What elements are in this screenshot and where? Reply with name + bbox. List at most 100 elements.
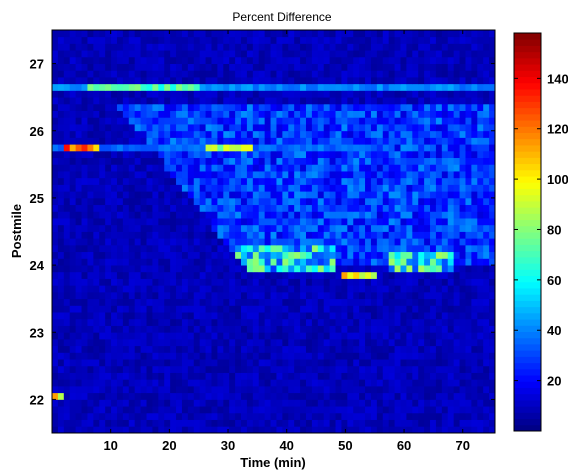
heatmap-cell — [276, 103, 283, 111]
heatmap-cell — [329, 164, 336, 172]
heatmap-cell — [341, 177, 348, 185]
heatmap-cell — [146, 83, 153, 91]
heatmap-cell — [241, 372, 248, 380]
heatmap-cell — [134, 265, 141, 273]
heatmap-cell — [111, 365, 118, 373]
heatmap-cell — [359, 298, 366, 306]
heatmap-cell — [329, 392, 336, 400]
heatmap-cell — [93, 137, 100, 145]
heatmap-cell — [146, 238, 153, 246]
heatmap-cell — [483, 43, 490, 51]
heatmap-cell — [205, 312, 212, 320]
heatmap-cell — [176, 385, 183, 394]
heatmap-cell — [465, 385, 472, 394]
heatmap-cell — [347, 137, 354, 145]
heatmap-cell — [483, 103, 490, 111]
heatmap-cell — [459, 171, 466, 179]
heatmap-cell — [447, 258, 455, 266]
heatmap-cell — [99, 271, 106, 279]
heatmap-cell — [99, 191, 106, 199]
heatmap-cell — [81, 117, 88, 125]
heatmap-cell — [394, 298, 401, 306]
colorbar-segment — [514, 412, 541, 420]
heatmap-cell — [152, 103, 159, 111]
heatmap-cell — [394, 406, 401, 414]
heatmap-cell — [193, 419, 201, 427]
heatmap-cell — [152, 406, 159, 414]
heatmap-cell — [459, 83, 466, 91]
heatmap-cell — [424, 392, 431, 400]
heatmap-cell — [134, 184, 141, 192]
heatmap-cell — [453, 157, 460, 165]
heatmap-cell — [258, 251, 266, 259]
heatmap-cell — [99, 110, 106, 118]
heatmap-cell — [382, 426, 390, 434]
heatmap-cell — [235, 265, 242, 273]
heatmap-cell — [323, 359, 331, 367]
heatmap-cell — [152, 338, 159, 347]
heatmap-cell — [376, 197, 384, 206]
heatmap-cell — [217, 372, 224, 380]
heatmap-cell — [435, 325, 443, 333]
heatmap-cell — [122, 419, 130, 427]
heatmap-cell — [69, 191, 77, 199]
heatmap-cell — [489, 258, 496, 266]
heatmap-cell — [477, 238, 484, 246]
heatmap-cell — [199, 318, 206, 326]
heatmap-cell — [164, 218, 171, 226]
heatmap-cell — [99, 177, 106, 185]
heatmap-cell — [424, 385, 431, 394]
heatmap-cell — [288, 244, 295, 253]
heatmap-cell — [116, 171, 124, 179]
heatmap-cell — [317, 171, 325, 179]
heatmap-cell — [341, 144, 348, 152]
heatmap-cell — [412, 197, 419, 206]
heatmap-cell — [199, 110, 206, 118]
heatmap-cell — [489, 298, 496, 306]
heatmap-cell — [276, 318, 283, 326]
heatmap-cell — [223, 244, 230, 253]
heatmap-cell — [400, 238, 407, 246]
heatmap-cell — [87, 426, 94, 434]
heatmap-cell — [483, 231, 490, 239]
heatmap-cell — [323, 406, 331, 414]
heatmap-cell — [353, 191, 360, 199]
heatmap-cell — [359, 150, 366, 159]
heatmap-cell — [140, 385, 147, 394]
colorbar-segment — [514, 213, 541, 221]
heatmap-cell — [359, 77, 366, 85]
heatmap-cell — [418, 325, 425, 333]
heatmap-cell — [483, 291, 490, 300]
heatmap-cell — [146, 30, 153, 38]
heatmap-cell — [128, 258, 136, 266]
heatmap-cell — [217, 278, 224, 286]
heatmap-cell — [140, 103, 147, 111]
heatmap-cell — [134, 231, 141, 239]
heatmap-cell — [471, 231, 478, 239]
heatmap-cell — [105, 392, 112, 400]
heatmap-cell — [341, 137, 348, 145]
heatmap-cell — [187, 43, 195, 51]
heatmap-cell — [477, 50, 484, 58]
heatmap-cell — [489, 191, 496, 199]
heatmap-cell — [430, 325, 437, 333]
heatmap-cell — [311, 164, 319, 172]
heatmap-cell — [483, 70, 490, 78]
heatmap-cell — [323, 110, 331, 118]
heatmap-cell — [223, 231, 230, 239]
heatmap-cell — [187, 124, 195, 132]
heatmap-cell — [489, 184, 496, 192]
heatmap-cell — [412, 372, 419, 380]
heatmap-cell — [63, 338, 71, 347]
heatmap-cell — [181, 130, 189, 138]
heatmap-cell — [264, 218, 271, 226]
heatmap-cell — [111, 43, 118, 51]
heatmap-cell — [217, 43, 224, 51]
heatmap-cell — [193, 164, 201, 172]
heatmap-cell — [311, 406, 319, 414]
heatmap-cell — [435, 50, 443, 58]
heatmap-cell — [323, 137, 331, 145]
heatmap-cell — [282, 77, 289, 85]
heatmap-cell — [211, 56, 218, 64]
heatmap-cell — [359, 177, 366, 185]
